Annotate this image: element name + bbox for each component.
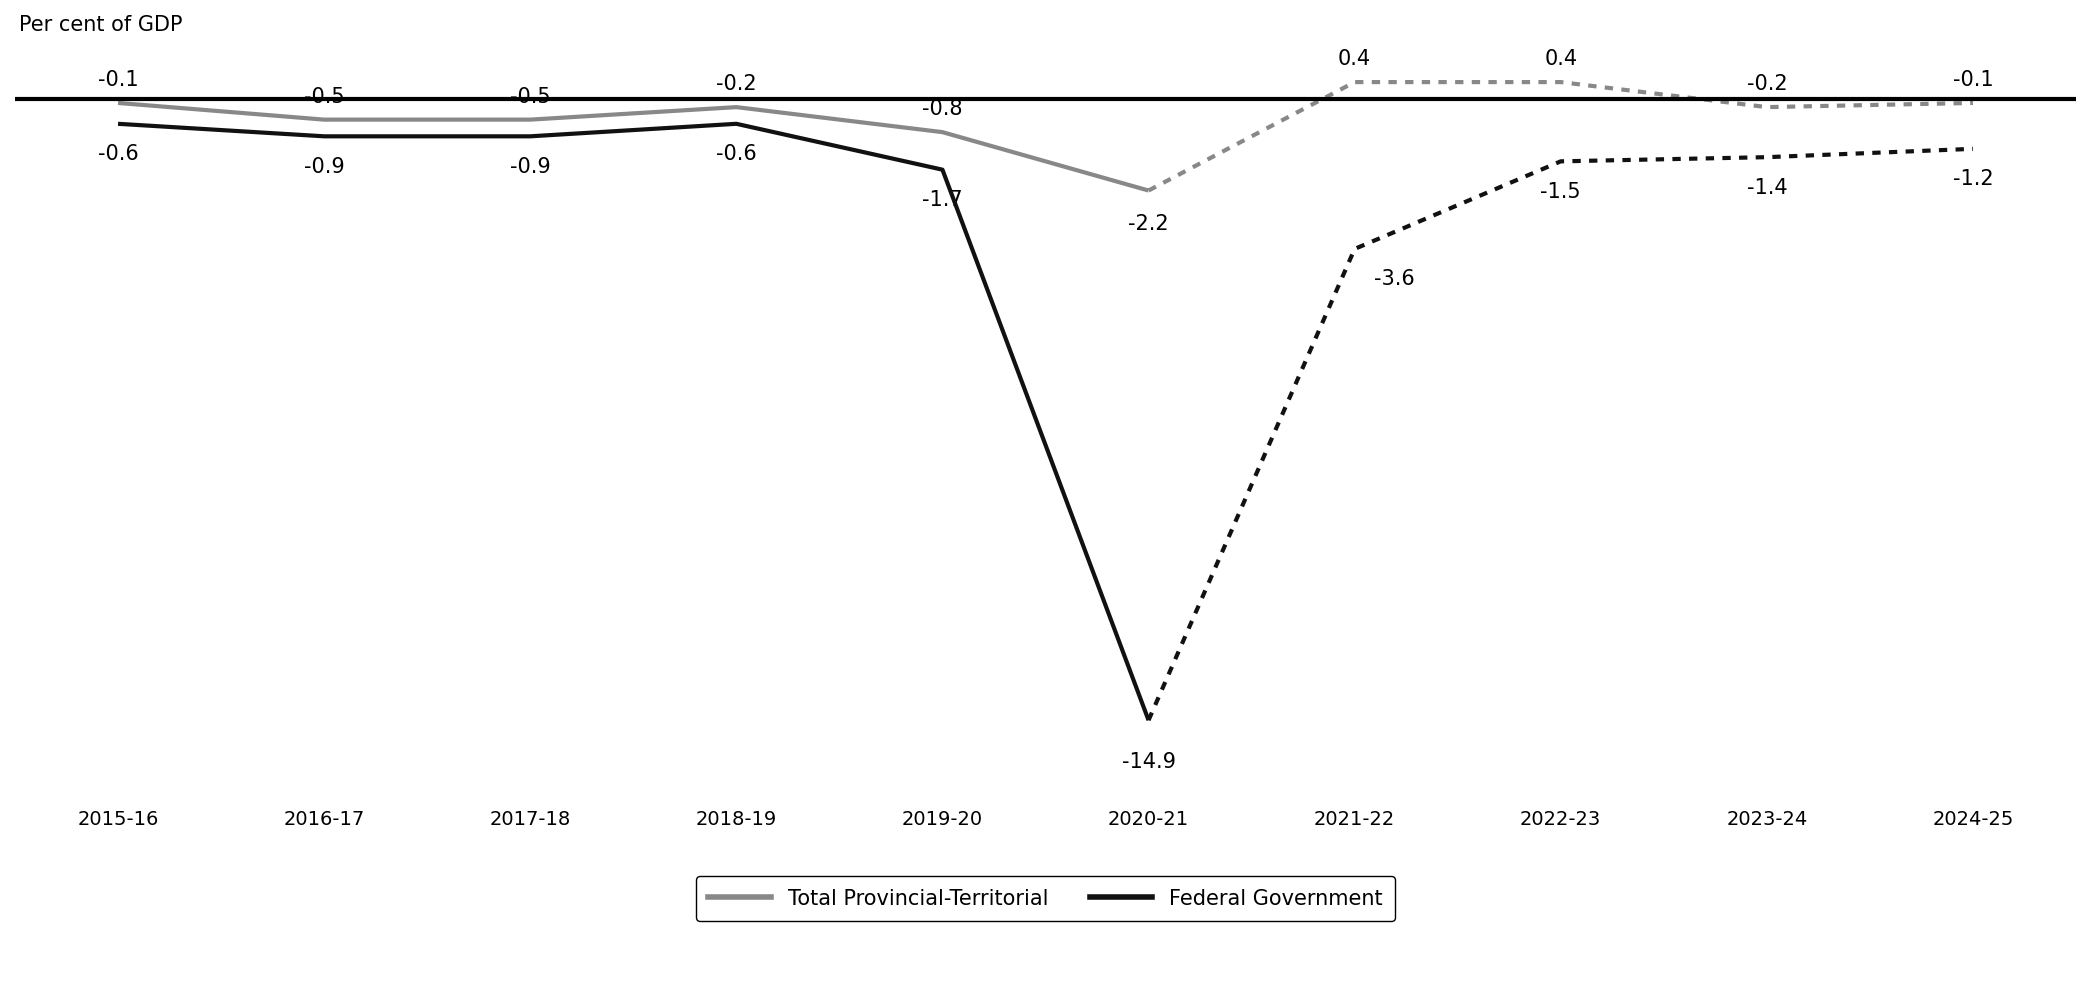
Text: 0.4: 0.4 <box>1543 49 1577 70</box>
Text: -0.5: -0.5 <box>303 86 345 106</box>
Text: -0.6: -0.6 <box>715 144 757 164</box>
Text: -0.8: -0.8 <box>922 99 962 119</box>
Legend: Total Provincial-Territorial, Federal Government: Total Provincial-Territorial, Federal Go… <box>696 876 1395 921</box>
Text: -0.2: -0.2 <box>1746 75 1788 94</box>
Text: -0.1: -0.1 <box>1953 70 1993 90</box>
Text: Per cent of GDP: Per cent of GDP <box>19 15 182 35</box>
Text: -14.9: -14.9 <box>1121 751 1175 771</box>
Text: -0.5: -0.5 <box>510 86 550 106</box>
Text: -1.4: -1.4 <box>1746 178 1788 198</box>
Text: 0.4: 0.4 <box>1338 49 1372 70</box>
Text: -1.2: -1.2 <box>1953 169 1993 189</box>
Text: -1.7: -1.7 <box>922 190 962 210</box>
Text: -0.9: -0.9 <box>303 157 345 177</box>
Text: -0.6: -0.6 <box>98 144 138 164</box>
Text: -0.2: -0.2 <box>715 75 757 94</box>
Text: -3.6: -3.6 <box>1374 269 1416 289</box>
Text: -2.2: -2.2 <box>1129 214 1169 234</box>
Text: -1.5: -1.5 <box>1541 182 1581 202</box>
Text: -0.9: -0.9 <box>510 157 550 177</box>
Text: -0.1: -0.1 <box>98 70 138 90</box>
